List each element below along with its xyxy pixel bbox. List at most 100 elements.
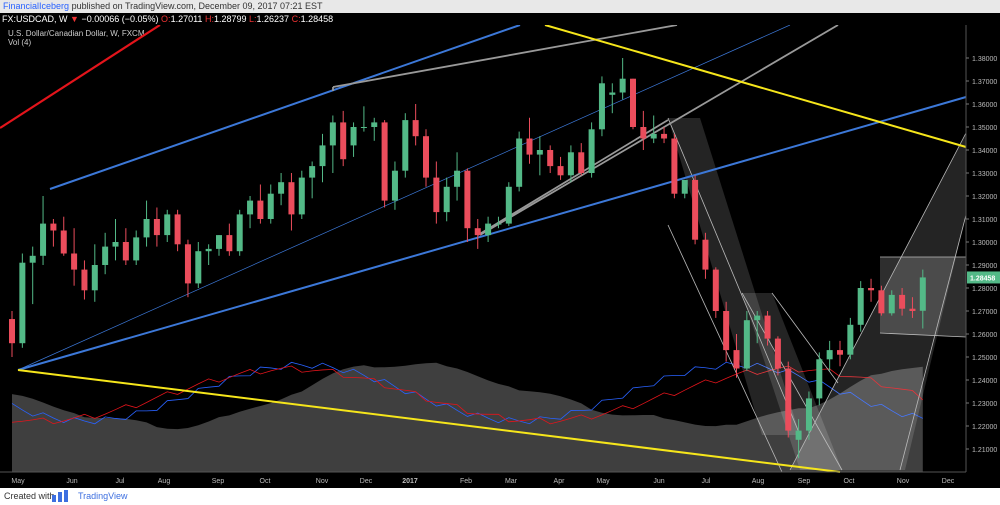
candle-body: [412, 120, 419, 137]
time-tick-label: Feb: [460, 478, 472, 485]
high-key: H:: [204, 14, 214, 24]
price-tick-label: 1.21000: [972, 447, 997, 454]
low-value: 1.26237: [256, 14, 290, 24]
footer: Created with TradingView: [0, 488, 1000, 505]
blue-trendline-mid: [17, 25, 791, 371]
price-tick-label: 1.31000: [972, 217, 997, 224]
change-value: −0.00066 (−0.05%): [81, 14, 159, 24]
candle-body: [671, 138, 678, 194]
candle-body: [547, 150, 554, 167]
candle-body: [257, 200, 264, 219]
candle-body: [81, 269, 88, 291]
candle-body: [247, 200, 254, 215]
candle-body: [133, 237, 140, 261]
candle-body: [857, 288, 864, 325]
candle-body: [153, 219, 160, 236]
price-tick-label: 1.36000: [972, 102, 997, 109]
candle-body: [516, 138, 523, 187]
candle-body: [609, 92, 616, 95]
time-tick-label: Jun: [66, 478, 77, 485]
time-tick-label: Oct: [844, 478, 855, 485]
price-tick-label: 1.24000: [972, 378, 997, 385]
symbol-label[interactable]: FX:USDCAD, W: [2, 14, 68, 24]
candle-body: [888, 294, 895, 314]
open-key: O:: [161, 14, 171, 24]
time-tick-label: Nov: [316, 478, 329, 485]
volume-ma-blue: [11, 361, 923, 425]
candle-body: [423, 136, 429, 178]
candle-body: [805, 398, 812, 431]
candle-body: [485, 223, 492, 236]
price-tick-label: 1.26000: [972, 332, 997, 339]
candle-body: [578, 152, 585, 173]
close-value: 1.28458: [300, 14, 334, 24]
candle-body: [899, 294, 906, 309]
candle-body: [60, 230, 67, 254]
candle-body: [868, 288, 875, 291]
candle-body: [495, 223, 502, 225]
candle-body: [764, 315, 771, 339]
candle-body: [661, 133, 668, 139]
candle-body: [298, 177, 305, 215]
time-tick-label: Jul: [702, 478, 711, 485]
price-tick-label: 1.27000: [972, 309, 997, 316]
candle-body: [847, 324, 854, 355]
tradingview-brand[interactable]: TradingView: [78, 491, 128, 501]
candle-body: [402, 120, 409, 171]
candle-body: [567, 152, 574, 176]
candle-body: [371, 122, 378, 127]
candle-body: [754, 315, 761, 321]
open-value: 1.27011: [170, 14, 203, 24]
candle-body: [174, 214, 181, 245]
time-tick-label: Aug: [752, 478, 765, 485]
red-trendline: [0, 25, 161, 129]
candle-body: [329, 122, 336, 146]
price-tick-label: 1.35000: [972, 125, 997, 132]
price-tick-label: 1.38000: [972, 56, 997, 63]
close-key: C:: [291, 14, 301, 24]
candle-body: [309, 166, 316, 178]
publish-bar: FinancialIceberg published on TradingVie…: [0, 0, 1000, 13]
price-tick-label: 1.30000: [972, 240, 997, 247]
candle-body: [909, 308, 916, 311]
candle-body: [826, 350, 833, 360]
yellow-trendline-lower: [17, 369, 841, 473]
channel-line: [771, 292, 839, 384]
candle-body: [40, 223, 47, 256]
candle-body: [630, 78, 636, 127]
time-axis: May Jun Jul Aug Sep Oct Nov Dec 2017 Feb Mar Apr May…: [0, 471, 966, 485]
change-arrow-icon: ▼: [70, 14, 79, 24]
candle-body: [381, 122, 388, 201]
price-chart[interactable]: 1.21000 1.22000 1.23000 1.24000 1.25000 1.260…: [0, 25, 1000, 488]
candle-body: [464, 170, 471, 229]
candle-body: [143, 219, 150, 238]
blue-trendline-lower: [17, 96, 967, 371]
price-tick-label: 1.23000: [972, 401, 997, 408]
candle-body: [29, 255, 36, 263]
candle-body: [267, 193, 274, 219]
time-tick-label: Oct: [260, 478, 271, 485]
candle-body: [288, 182, 295, 215]
price-tick-label: 1.22000: [972, 424, 997, 431]
price-axis-bg: [966, 25, 1000, 488]
current-price-label: 1.28458: [970, 275, 995, 282]
time-tick-label: Jul: [116, 478, 125, 485]
candle-body: [837, 350, 843, 355]
tradingview-logo-icon: [52, 490, 68, 502]
author-link[interactable]: FinancialIceberg: [3, 1, 70, 11]
candle-body: [692, 179, 699, 240]
candle-body: [443, 186, 450, 213]
time-tick-label: Aug: [158, 478, 171, 485]
candle-body: [774, 338, 781, 369]
candle-body: [557, 166, 564, 176]
price-tick-label: 1.32000: [972, 194, 997, 201]
price-tick-label: 1.34000: [972, 148, 997, 155]
candle-body: [226, 235, 233, 252]
candle-body: [319, 145, 326, 167]
candle-body: [236, 214, 243, 252]
candle-body: [112, 242, 119, 247]
gray-trendline: [479, 25, 839, 236]
volume-ma-red: [11, 365, 924, 425]
candle-body: [785, 368, 792, 431]
time-tick-label: 2017: [402, 478, 418, 485]
